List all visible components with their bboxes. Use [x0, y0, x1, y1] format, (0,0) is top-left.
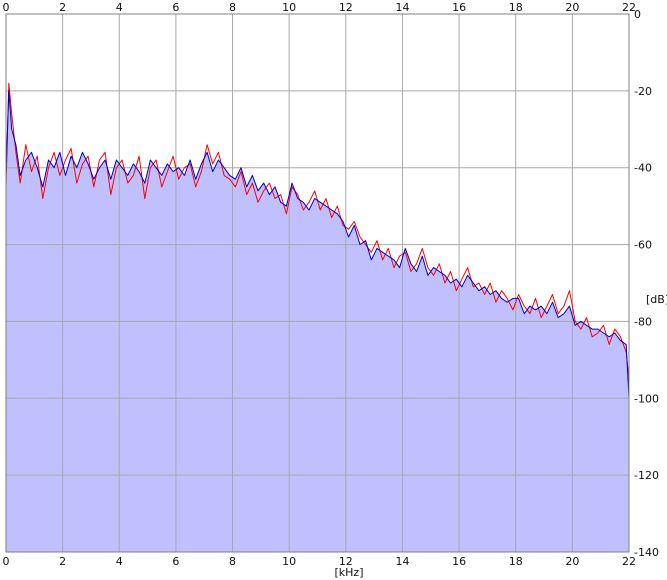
series-line-1: [5, 82, 630, 380]
y-tick-label: -140: [634, 546, 659, 559]
plot-frame: [5, 13, 630, 553]
x-tick-label-bottom: 0: [3, 555, 10, 568]
x-tick-label-bottom: 2: [59, 555, 66, 568]
series-line-2: [5, 90, 630, 399]
y-tick-label: -60: [634, 239, 652, 252]
y-tick-label: -20: [634, 85, 652, 98]
x-tick-label-bottom: 22: [622, 555, 636, 568]
x-tick-label-bottom: 4: [116, 555, 123, 568]
x-tick-label-bottom: 20: [565, 555, 579, 568]
series-layer: [5, 82, 630, 399]
y-tick-label: -100: [634, 392, 659, 405]
x-tick-label-top: 6: [172, 1, 179, 14]
x-tick-label-bottom: 6: [172, 555, 179, 568]
y-tick-label: 0: [634, 8, 641, 21]
y-tick-label: -120: [634, 469, 659, 482]
x-tick-label-top: 4: [116, 1, 123, 14]
x-tick-label-top: 22: [622, 1, 636, 14]
x-tick-label-top: 2: [59, 1, 66, 14]
x-tick-label-top: 8: [229, 1, 236, 14]
y-tick-label: -80: [634, 315, 652, 328]
x-tick-label-bottom: 14: [395, 555, 409, 568]
y-axis-label: [dB]: [646, 293, 667, 306]
x-axis-label: [kHz]: [335, 566, 364, 579]
x-tick-label-bottom: 10: [282, 555, 296, 568]
y-axis-ticks: 0 -20 -40 -60 -80 -100 -120 -140: [634, 8, 659, 559]
y-tick-label: -40: [634, 162, 652, 175]
x-tick-label-top: 10: [282, 1, 296, 14]
x-tick-label-top: 16: [452, 1, 466, 14]
x-tick-label-bottom: 8: [229, 555, 236, 568]
x-axis-top-ticks: 0 2 4 6 8 10 12 14 16 18 20 22: [3, 1, 637, 14]
x-tick-label-top: 14: [395, 1, 409, 14]
x-axis-bottom-ticks: 0 2 4 6 8 10 12 14 16 18 20 22: [3, 555, 637, 568]
x-tick-label-top: 18: [509, 1, 523, 14]
x-tick-label-bottom: 12: [339, 555, 353, 568]
x-tick-label-top: 20: [565, 1, 579, 14]
x-tick-label-top: 0: [3, 1, 10, 14]
x-tick-label-top: 12: [339, 1, 353, 14]
x-tick-label-bottom: 18: [509, 555, 523, 568]
x-tick-label-bottom: 16: [452, 555, 466, 568]
